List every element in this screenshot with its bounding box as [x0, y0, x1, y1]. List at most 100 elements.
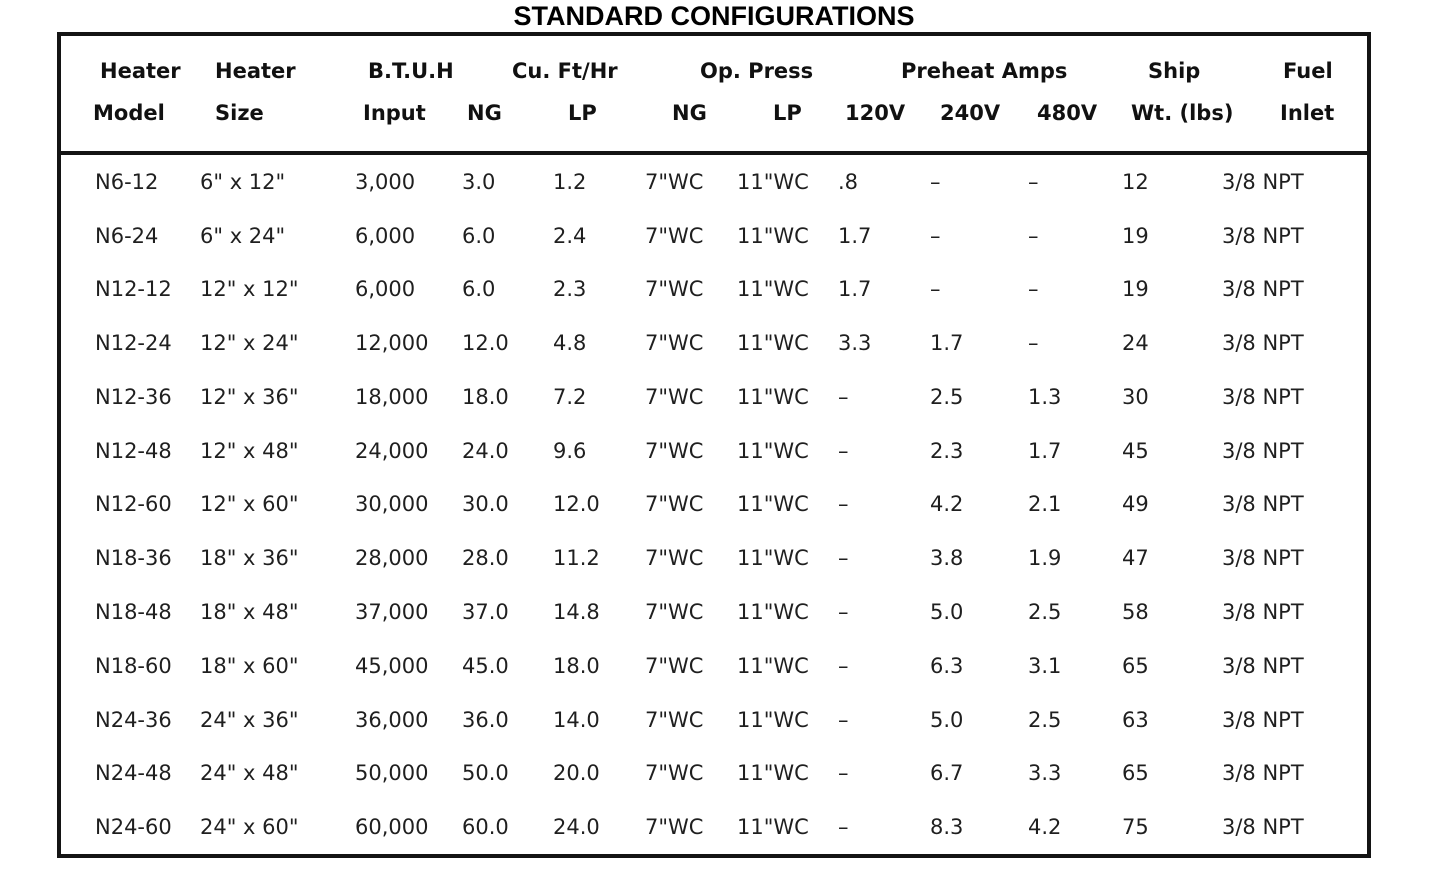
- cell-amp-240v: –: [930, 169, 941, 194]
- cell-op-press-lp: 11"WC: [737, 707, 809, 732]
- cell-amp-120v: –: [838, 653, 849, 678]
- cell-cuft-ng: 28.0: [462, 546, 509, 571]
- col-header-op-ng: NG: [672, 100, 707, 125]
- cell-op-press-lp: 11"WC: [737, 600, 809, 624]
- cell-cuft-ng: 37.0: [462, 600, 509, 624]
- cell-cuft-ng: 30.0: [462, 492, 509, 517]
- cell-heater-model: N12-36: [95, 384, 172, 409]
- cell-amp-120v: –: [838, 815, 849, 840]
- cell-ship-wt: 49: [1122, 492, 1149, 517]
- col-header-120v: 120V: [845, 100, 906, 125]
- cell-fuel-inlet: 3/8 NPT: [1222, 384, 1304, 409]
- cell-amp-480v: 2.5: [1028, 707, 1062, 732]
- cell-btuh-input: 50,000: [355, 761, 429, 786]
- cell-heater-model: N24-60: [95, 815, 172, 840]
- cell-btuh-input: 18,000: [355, 384, 429, 409]
- cell-fuel-inlet: 3/8 NPT: [1222, 707, 1304, 732]
- cell-cuft-lp: 14.8: [553, 600, 600, 624]
- cell-amp-120v: –: [838, 384, 849, 409]
- cell-cuft-ng: 24.0: [462, 438, 509, 463]
- cell-btuh-input: 3,000: [355, 169, 416, 194]
- cell-btuh-input: 12,000: [355, 331, 429, 356]
- cell-heater-model: N6-12: [95, 169, 159, 194]
- cell-amp-480v: –: [1028, 169, 1039, 194]
- table-row: N24-36 24" x 36" 36,000 36.0 14.0 7"WC 1…: [61, 693, 1367, 747]
- table-body: N6-12 6" x 12" 3,000 3.0 1.2 7"WC 11"WC …: [61, 155, 1367, 854]
- cell-cuft-ng: 18.0: [462, 384, 509, 409]
- cell-op-press-lp: 11"WC: [737, 384, 809, 409]
- cell-cuft-ng: 60.0: [462, 815, 509, 840]
- table-row: N12-12 12" x 12" 6,000 6.0 2.3 7"WC 11"W…: [61, 263, 1367, 317]
- cell-btuh-input: 28,000: [355, 546, 429, 571]
- cell-ship-wt: 19: [1122, 277, 1149, 302]
- cell-cuft-ng: 50.0: [462, 761, 509, 786]
- cell-op-press-ng: 7"WC: [645, 277, 704, 302]
- cell-amp-240v: 2.3: [930, 438, 964, 463]
- cell-fuel-inlet: 3/8 NPT: [1222, 277, 1304, 302]
- cell-amp-240v: –: [930, 277, 941, 302]
- cell-heater-size: 12" x 48": [200, 438, 299, 463]
- cell-op-press-ng: 7"WC: [645, 169, 704, 194]
- cell-heater-size: 24" x 60": [200, 815, 299, 840]
- cell-ship-wt: 58: [1122, 600, 1149, 624]
- cell-heater-size: 18" x 48": [200, 600, 299, 624]
- cell-fuel-inlet: 3/8 NPT: [1222, 169, 1304, 194]
- cell-cuft-lp: 1.2: [553, 169, 587, 194]
- col-header-size: Size: [215, 100, 264, 125]
- col-group-preheat-amps: Preheat Amps: [901, 58, 1068, 83]
- cell-heater-size: 24" x 48": [200, 761, 299, 786]
- cell-heater-model: N12-48: [95, 438, 172, 463]
- cell-op-press-lp: 11"WC: [737, 277, 809, 302]
- table-row: N12-24 12" x 24" 12,000 12.0 4.8 7"WC 11…: [61, 316, 1367, 370]
- cell-heater-model: N18-48: [95, 600, 172, 624]
- col-header-cuft-lp: LP: [568, 100, 597, 125]
- cell-heater-model: N12-60: [95, 492, 172, 517]
- cell-amp-240v: 6.3: [930, 653, 964, 678]
- cell-amp-480v: 2.1: [1028, 492, 1062, 517]
- cell-amp-480v: 4.2: [1028, 815, 1062, 840]
- col-group-heater-size: Heater: [215, 58, 296, 83]
- cell-op-press-lp: 11"WC: [737, 331, 809, 356]
- cell-ship-wt: 75: [1122, 815, 1149, 840]
- cell-amp-120v: .8: [838, 169, 859, 194]
- col-group-fuel: Fuel: [1283, 58, 1333, 83]
- cell-heater-model: N18-60: [95, 653, 172, 678]
- cell-op-press-lp: 11"WC: [737, 815, 809, 840]
- cell-amp-120v: –: [838, 438, 849, 463]
- page-title: STANDARD CONFIGURATIONS: [513, 1, 915, 31]
- cell-amp-240v: 5.0: [930, 707, 964, 732]
- cell-amp-480v: 1.3: [1028, 384, 1062, 409]
- cell-fuel-inlet: 3/8 NPT: [1222, 492, 1304, 517]
- cell-op-press-ng: 7"WC: [645, 384, 704, 409]
- standard-configurations-table: Heater Heater B.T.U.H Cu. Ft/Hr Op. Pres…: [57, 32, 1371, 858]
- table-row: N24-60 24" x 60" 60,000 60.0 24.0 7"WC 1…: [61, 800, 1367, 854]
- cell-heater-size: 12" x 60": [200, 492, 299, 517]
- col-group-heater-model: Heater: [100, 58, 181, 83]
- cell-btuh-input: 24,000: [355, 438, 429, 463]
- table-header: Heater Heater B.T.U.H Cu. Ft/Hr Op. Pres…: [61, 36, 1367, 155]
- cell-heater-model: N24-36: [95, 707, 172, 732]
- table-row: N12-48 12" x 48" 24,000 24.0 9.6 7"WC 11…: [61, 424, 1367, 478]
- header-sub-row: Model Size Input NG LP NG LP 120V 240V 4…: [61, 99, 1367, 126]
- cell-cuft-lp: 2.4: [553, 223, 587, 248]
- cell-amp-480v: –: [1028, 223, 1039, 248]
- cell-amp-240v: 4.2: [930, 492, 964, 517]
- cell-op-press-ng: 7"WC: [645, 546, 704, 571]
- col-group-cu-ft-hr: Cu. Ft/Hr: [512, 58, 618, 83]
- table-row: N6-12 6" x 12" 3,000 3.0 1.2 7"WC 11"WC …: [61, 155, 1367, 209]
- cell-op-press-lp: 11"WC: [737, 761, 809, 786]
- cell-heater-model: N6-24: [95, 223, 159, 248]
- cell-amp-120v: –: [838, 707, 849, 732]
- cell-amp-120v: –: [838, 492, 849, 517]
- col-header-480v: 480V: [1037, 100, 1098, 125]
- cell-heater-size: 6" x 12": [200, 169, 286, 194]
- cell-heater-size: 6" x 24": [200, 223, 286, 248]
- cell-heater-size: 12" x 24": [200, 331, 299, 356]
- cell-amp-480v: 3.1: [1028, 653, 1062, 678]
- cell-cuft-lp: 20.0: [553, 761, 600, 786]
- cell-fuel-inlet: 3/8 NPT: [1222, 331, 1304, 356]
- cell-cuft-ng: 6.0: [462, 223, 496, 248]
- cell-btuh-input: 60,000: [355, 815, 429, 840]
- cell-amp-240v: 5.0: [930, 600, 964, 624]
- cell-amp-120v: 1.7: [838, 277, 872, 302]
